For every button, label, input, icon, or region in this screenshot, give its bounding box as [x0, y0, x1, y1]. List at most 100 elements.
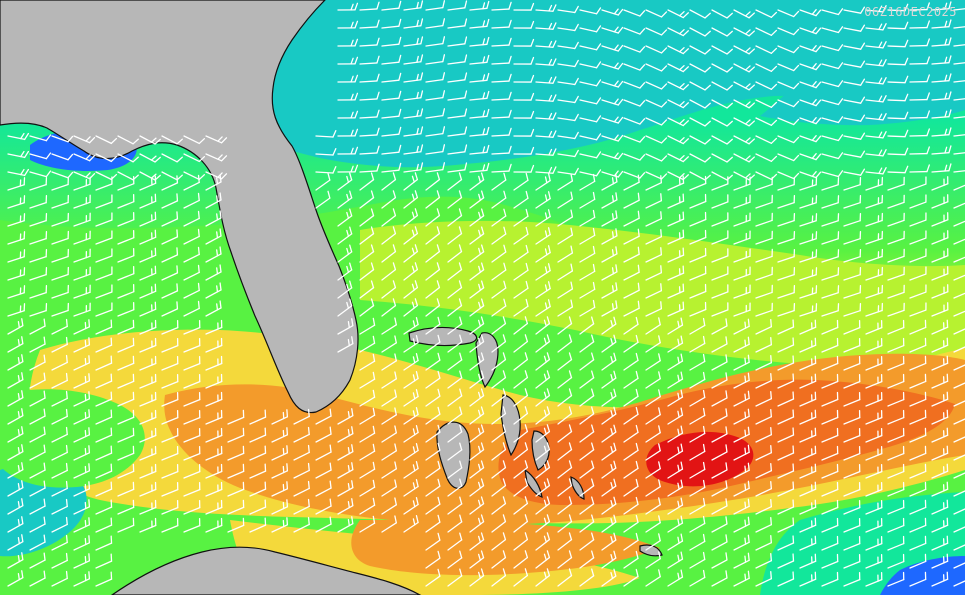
wind-barb-feather-158 [639, 100, 646, 107]
wind-barb-506 [667, 254, 685, 263]
wind-barb-1120 [601, 521, 617, 533]
wind-barb-547 [711, 273, 729, 281]
wind-barb-560 [29, 292, 47, 299]
wind-barb-feather2-102 [678, 65, 685, 71]
wind-barb-feather-36 [508, 19, 512, 28]
wind-barb-1017 [271, 488, 289, 497]
wind-barb-962 [29, 469, 46, 479]
wind-barb-feather-1083 [770, 499, 772, 508]
wind-barb-feather2-1123 [677, 518, 680, 526]
wind-barb-357 [843, 184, 861, 191]
wind-barb-299 [447, 169, 466, 173]
wind-barb-feather-194 [793, 118, 800, 126]
wind-barb-1035 [667, 486, 684, 497]
wind-barb-feather-731 [502, 352, 507, 361]
wind-barb-feather-888 [351, 426, 354, 435]
wind-barb-feather-718 [88, 355, 91, 364]
wind-barb-feather-77 [770, 47, 778, 54]
wind-barb-932 [337, 450, 354, 461]
wind-barb-feather-850 [480, 406, 485, 415]
wind-barb-feather-781 [770, 373, 772, 382]
wind-barb-feather2-1005 [17, 483, 20, 491]
wind-barb-512 [799, 256, 817, 263]
wind-barb-feather2-1204 [477, 571, 481, 579]
wind-barb-394 [777, 201, 795, 209]
wind-barb-359 [887, 183, 905, 191]
wind-barb-1034 [645, 486, 661, 497]
wind-barb-feather-285 [67, 171, 74, 179]
wind-barb-feather-157 [617, 98, 624, 106]
wind-barb-369 [139, 200, 157, 209]
wind-barb-915 [931, 434, 949, 443]
wind-barb-1161 [843, 542, 861, 551]
wind-barb-feather2-134 [744, 83, 751, 89]
wind-barb-477 [887, 237, 905, 245]
wind-barb-1141 [95, 542, 113, 551]
wind-barb-728 [425, 359, 441, 371]
wind-barb-feather2-278 [878, 149, 883, 157]
wind-barb-373 [315, 197, 331, 209]
wind-barb-23 [843, 9, 862, 14]
wind-barb-feather2-128 [613, 80, 619, 87]
wind-barb-408 [117, 219, 135, 227]
wind-barb-571 [381, 286, 397, 299]
wind-barb-feather-606 [197, 300, 200, 310]
wind-barb-150 [447, 97, 466, 101]
wind-barb-feather-418 [458, 208, 463, 217]
wind-barb-1176 [513, 556, 529, 569]
wind-barb-14 [645, 9, 663, 18]
wind-barb-268 [645, 153, 663, 162]
wind-barb-feather2-332 [216, 177, 219, 185]
wind-barb-feather-239 [904, 129, 909, 138]
wind-barb-feather-613 [458, 298, 463, 307]
wind-barb-376 [381, 196, 397, 209]
wind-barb-feather-848 [437, 406, 441, 415]
wind-barb-feather2-172 [944, 92, 948, 100]
wind-barb-361 [931, 183, 949, 191]
wind-barb-feather-1033 [635, 478, 639, 488]
wind-barb-feather-228 [660, 137, 668, 144]
wind-barb-318 [865, 171, 884, 175]
wind-barb-655 [513, 322, 529, 335]
wind-barb-842 [293, 415, 310, 425]
wind-barb-435 [821, 220, 839, 227]
wind-barb-60 [381, 43, 400, 47]
wind-barb-1028 [513, 484, 529, 497]
wind-barb-1206 [513, 574, 529, 587]
wind-barb-feather-9 [552, 4, 557, 12]
wind-barb-feather2-1210 [610, 571, 614, 580]
wind-barb-feather2-497 [478, 247, 482, 255]
wind-barb-469 [711, 237, 729, 245]
wind-barb-feather-83 [904, 39, 909, 48]
wind-barb-feather-899 [591, 424, 595, 433]
wind-barb-140 [865, 81, 884, 85]
wind-barb-1105 [271, 524, 289, 533]
wind-barb-feather-155 [574, 95, 579, 104]
wind-barb-638 [29, 325, 46, 335]
wind-barb-861 [711, 415, 728, 425]
wind-barb-479 [931, 237, 949, 245]
wind-barb-feather-247 [110, 155, 118, 163]
eleuthera-island [500, 394, 521, 457]
wind-barb-feather-753 [21, 372, 24, 381]
wind-barb-feather-24 [882, 5, 887, 13]
wind-barb-1175 [491, 556, 507, 569]
wind-barb-155 [557, 99, 576, 104]
wind-barb-feather-66 [530, 38, 535, 47]
wind-barb-feather-221 [508, 127, 512, 136]
wind-barb-225 [579, 135, 598, 141]
wind-barb-682 [139, 344, 157, 353]
wind-barb-247 [95, 153, 112, 163]
wind-barb-feather2-223 [548, 130, 553, 138]
wind-barb-418 [447, 214, 463, 227]
wind-barb-333 [315, 179, 331, 191]
wind-barb-1195 [931, 560, 949, 569]
wind-barb-feather2-163 [744, 101, 751, 107]
wind-barb-feather2-1076 [610, 499, 614, 508]
wind-barb-1068 [425, 503, 441, 515]
wind-barb-feather-767 [459, 370, 463, 379]
wind-barb-78 [777, 45, 795, 54]
wind-barb-feather-705 [770, 337, 772, 346]
wind-barb-feather2-662 [677, 320, 680, 328]
wind-barb-feather-657 [568, 316, 573, 325]
